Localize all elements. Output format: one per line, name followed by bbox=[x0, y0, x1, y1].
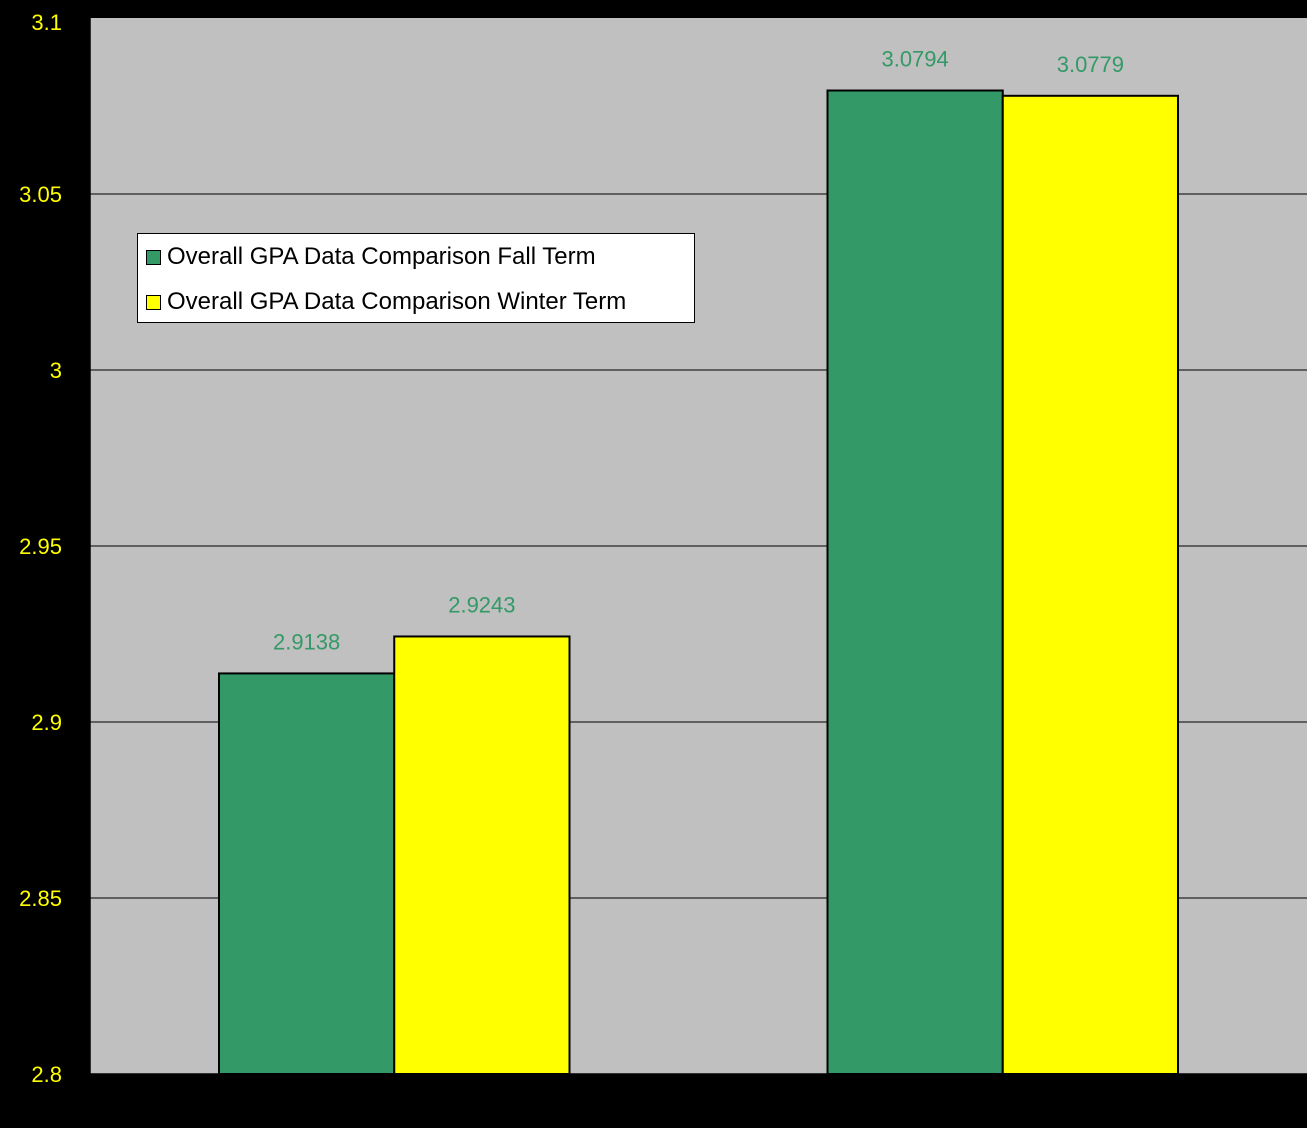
y-tick-label: 3.1 bbox=[31, 10, 62, 35]
legend-item-fall: Overall GPA Data Comparison Fall Term bbox=[146, 242, 596, 272]
legend-swatch-winter bbox=[146, 295, 161, 310]
legend-item-winter: Overall GPA Data Comparison Winter Term bbox=[146, 287, 626, 317]
data-label: 2.9243 bbox=[448, 592, 515, 617]
bar bbox=[1001, 94, 1179, 1076]
y-tick-label: 3.05 bbox=[19, 182, 62, 207]
chart-legend: Overall GPA Data Comparison Fall Term Ov… bbox=[137, 233, 695, 323]
x-tick-label: 2004-05 bbox=[354, 1100, 435, 1125]
bar bbox=[826, 89, 1004, 1075]
data-label: 3.0779 bbox=[1057, 52, 1124, 77]
y-tick-label: 2.9 bbox=[31, 710, 62, 735]
y-axis-ticks: 2.8 2.85 2.9 2.95 3 3.05 3.1 bbox=[19, 10, 62, 1087]
y-tick-label: 2.85 bbox=[19, 886, 62, 911]
data-labels: 2.9138 2.9243 3.0794 3.0779 bbox=[273, 47, 1124, 655]
x-tick-label: 2009-10 bbox=[962, 1100, 1043, 1125]
y-tick-label: 2.95 bbox=[19, 534, 62, 559]
bar bbox=[393, 635, 571, 1075]
y-tick-label: 3 bbox=[50, 358, 62, 383]
bars bbox=[218, 89, 1179, 1076]
data-label: 3.0794 bbox=[881, 47, 948, 72]
x-axis-ticks: 2004-05 2009-10 bbox=[354, 1100, 1043, 1125]
legend-label-fall: Overall GPA Data Comparison Fall Term bbox=[167, 243, 596, 270]
bar bbox=[218, 672, 396, 1075]
data-label: 2.9138 bbox=[273, 629, 340, 654]
legend-label-winter: Overall GPA Data Comparison Winter Term bbox=[167, 288, 627, 315]
legend-swatch-fall bbox=[146, 250, 161, 265]
y-tick-label: 2.8 bbox=[31, 1062, 62, 1087]
